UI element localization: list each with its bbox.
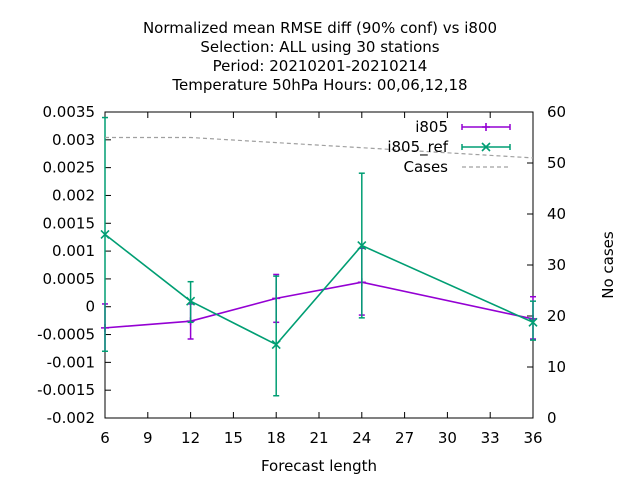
y2-tick-label: 40 (547, 205, 566, 223)
y2-tick-label: 60 (547, 103, 566, 121)
y-tick-label: 0.0035 (43, 103, 96, 121)
legend-label: Cases (403, 158, 448, 176)
legend-label: i805 (415, 118, 448, 136)
series-line (105, 136, 534, 159)
title-line: Selection: ALL using 30 stations (200, 38, 439, 56)
data-point (271, 339, 281, 350)
x-axis-label: Forecast length (261, 457, 377, 475)
y-tick-label: 0.001 (52, 242, 95, 260)
x-tick-label: 21 (309, 429, 328, 447)
x-tick-label: 15 (224, 429, 243, 447)
title-line: Period: 20210201-20210214 (213, 57, 428, 75)
x-tick-label: 36 (523, 429, 542, 447)
y-tick-label: 0 (85, 298, 95, 316)
x-tick-label: 24 (352, 429, 371, 447)
y-tick-label: 0.0025 (43, 159, 96, 177)
x-tick-label: 27 (395, 429, 414, 447)
y-tick-label: 0.0015 (43, 214, 96, 232)
x-tick-label: 33 (481, 429, 500, 447)
data-point (186, 296, 196, 306)
data-point (100, 229, 110, 239)
x-tick-label: 18 (267, 429, 286, 447)
plot-frame (104, 111, 534, 419)
title-line: Normalized mean RMSE diff (90% conf) vs … (143, 19, 497, 37)
series-cases (105, 136, 534, 159)
series-i805 (101, 247, 537, 352)
y2-axis-label: No cases (599, 231, 617, 299)
y-tick-label: 0.003 (52, 131, 95, 149)
data-point (357, 240, 367, 251)
y2-tick-label: 20 (547, 307, 566, 325)
y-tick-label: 0.0005 (43, 270, 96, 288)
x-tick-label: 9 (143, 429, 153, 447)
y2-tick-label: 10 (547, 358, 566, 376)
legend-label: i805_ref (387, 138, 448, 157)
legend-marker (481, 142, 491, 152)
series-i805-ref (100, 116, 538, 397)
y-tick-label: -0.0015 (37, 381, 95, 399)
series-line (104, 233, 534, 346)
series-layer (100, 116, 538, 397)
y-axis: -0.002 -0.0015 -0.001 -0.0005 0 0.0005 0.001 0.… (37, 103, 111, 427)
y-tick-label: -0.001 (47, 353, 95, 371)
data-point (528, 317, 538, 327)
x-tick-label: 12 (181, 429, 200, 447)
series-line (104, 281, 534, 329)
chart-title: Normalized mean RMSE diff (90% conf) vs … (143, 19, 497, 94)
y2-tick-label: 30 (547, 256, 566, 274)
y-tick-label: -0.002 (47, 409, 95, 427)
y-tick-label: -0.0005 (37, 326, 95, 344)
y2-axis: 0 10 20 30 40 50 60 (527, 103, 566, 427)
x-tick-label: 6 (100, 429, 110, 447)
y2-tick-label: 0 (547, 409, 557, 427)
y-tick-label: 0.002 (52, 186, 95, 204)
x-tick-label: 30 (438, 429, 457, 447)
y2-tick-label: 50 (547, 154, 566, 172)
x-axis: 6 9 12 15 18 21 24 27 30 33 36 (100, 112, 543, 447)
legend-marker (482, 123, 490, 131)
title-line: Temperature 50hPa Hours: 00,06,12,18 (171, 76, 467, 94)
